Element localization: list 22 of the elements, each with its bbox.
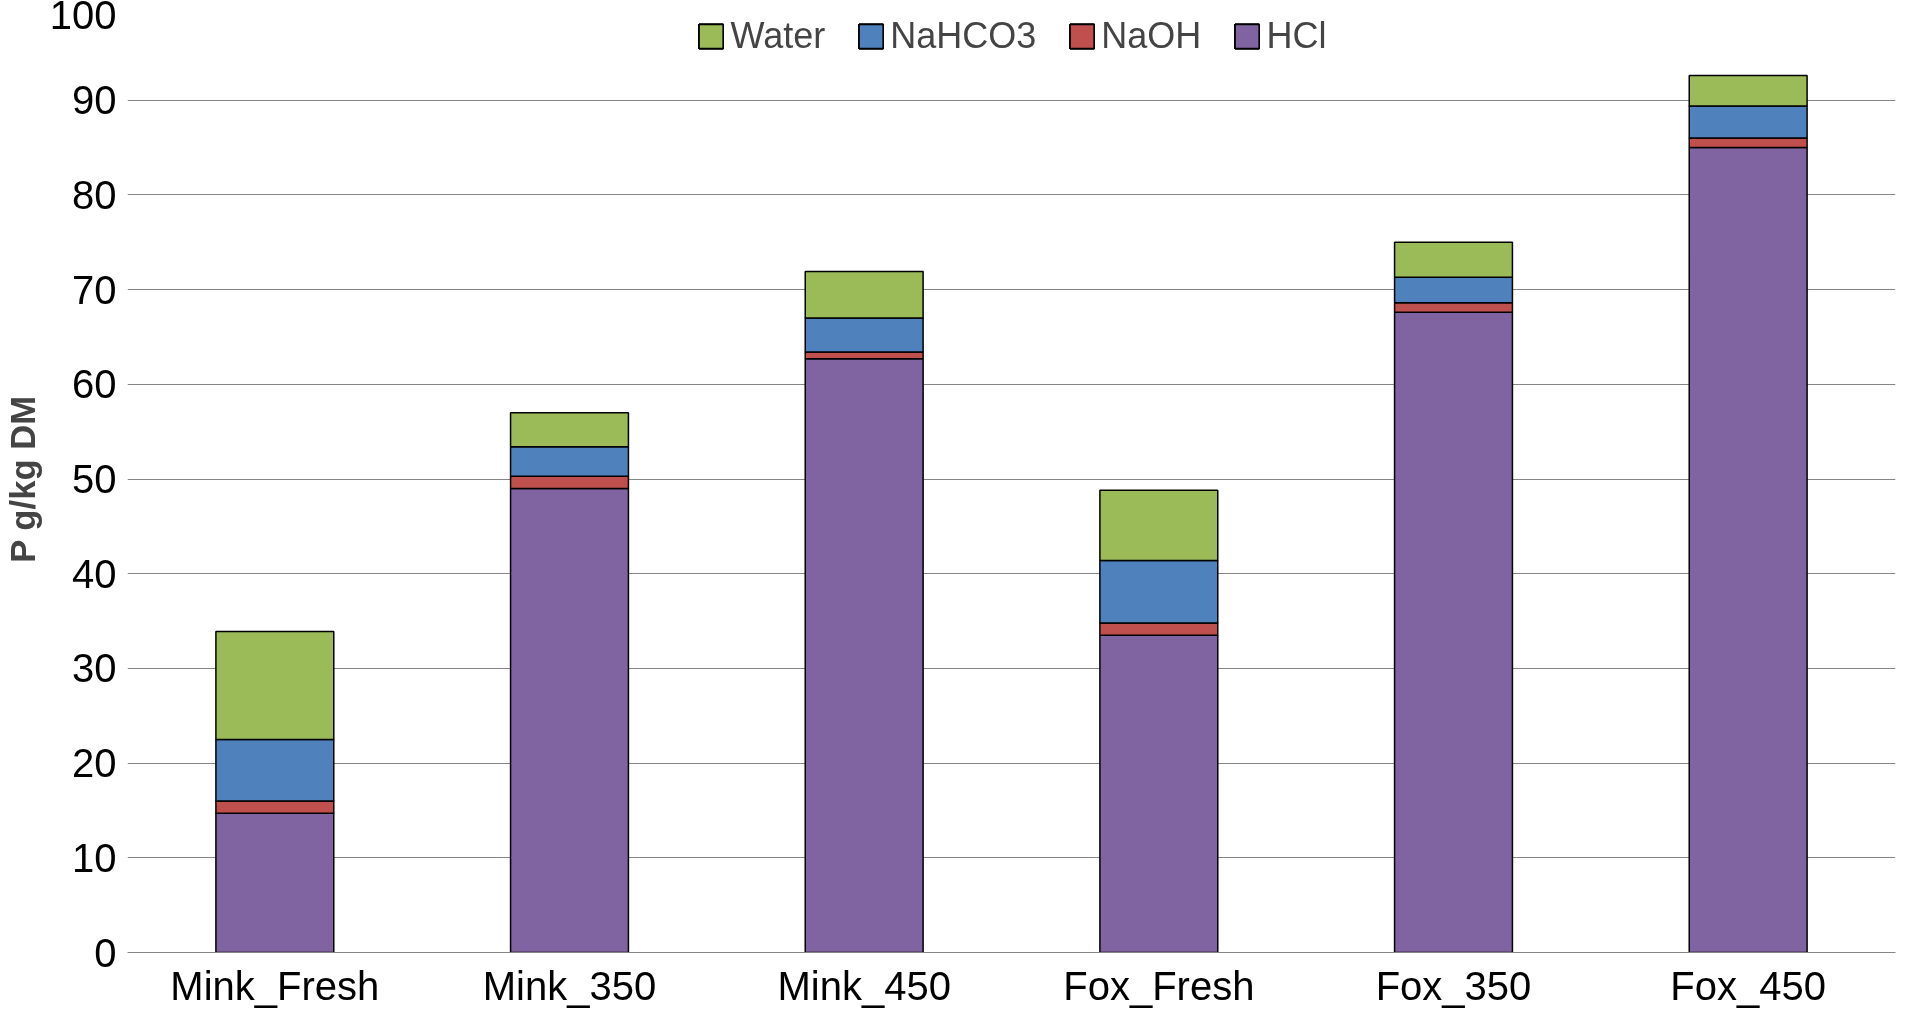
y-tick-label: 90 <box>72 78 117 123</box>
y-tick-label: 30 <box>72 646 117 691</box>
y-tick-label: 100 <box>49 0 117 37</box>
y-tick-label: 0 <box>94 930 117 975</box>
y-tick-label: 60 <box>72 362 117 407</box>
legend-label: Water <box>730 15 826 57</box>
x-tick-label: Mink_Fresh <box>170 963 380 1008</box>
x-tick-label: Mink_450 <box>777 963 951 1008</box>
x-tick-label: Fox_450 <box>1670 963 1827 1008</box>
y-tick-label: 70 <box>72 267 117 312</box>
x-tick-label: Mink_350 <box>482 963 657 1008</box>
y-tick-label: 10 <box>72 835 117 880</box>
y-tick-label: 80 <box>72 172 117 217</box>
y-axis-title: P g/kg DM <box>3 395 42 563</box>
y-tick-label: 50 <box>72 457 117 501</box>
x-tick-label: Fox_Fresh <box>1063 963 1255 1008</box>
legend-label: NaHCO3 <box>890 15 1037 57</box>
legend-label: HCl <box>1266 15 1327 57</box>
x-tick-label: Fox_350 <box>1375 963 1532 1008</box>
y-tick-label: 20 <box>72 741 117 786</box>
legend-label: NaOH <box>1101 15 1202 57</box>
y-tick-label: 40 <box>72 551 117 596</box>
